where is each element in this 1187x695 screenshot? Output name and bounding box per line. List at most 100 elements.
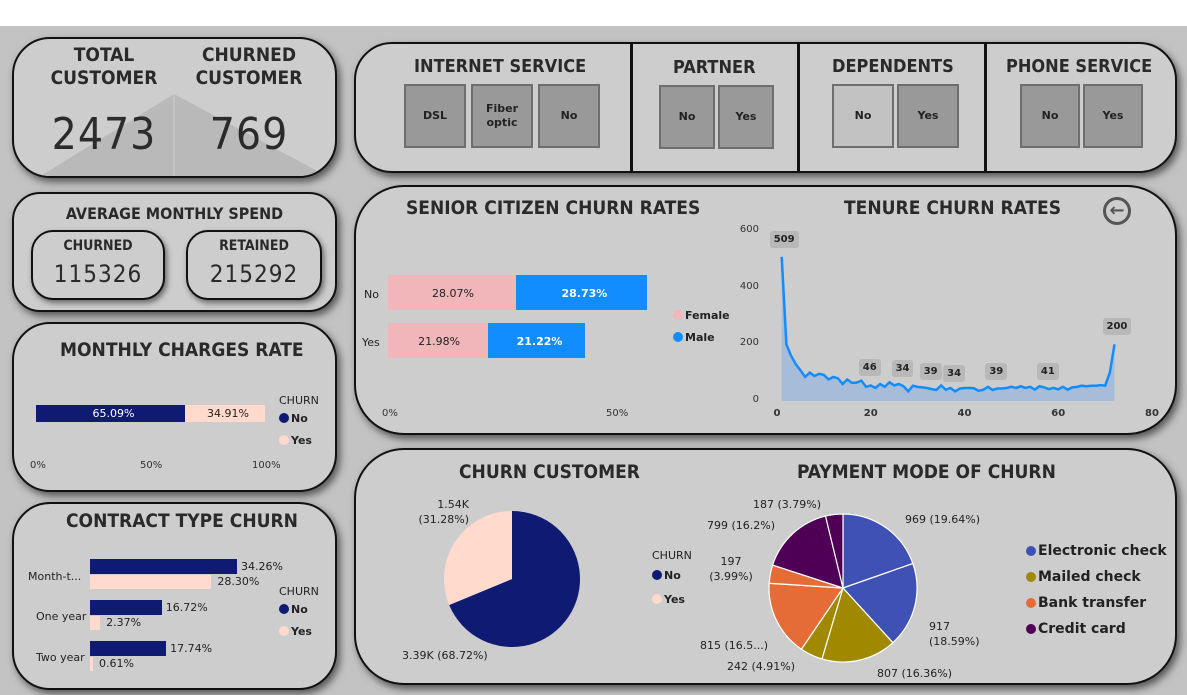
x-tick: 0 [773, 408, 781, 419]
y-tick: 600 [739, 224, 759, 235]
phone-service-title: PHONE SERVICE [1006, 56, 1153, 77]
retained-spend-card: RETAINED 215292 [186, 230, 322, 300]
slicer-internet-dsl[interactable]: DSL [404, 84, 466, 148]
slicer-dependents-no[interactable]: No [832, 84, 894, 148]
legend-dot-icon [673, 332, 683, 342]
data-label: 34.26% [240, 560, 283, 573]
legend-item-no[interactable]: No [652, 569, 681, 582]
tenure-data-label: 39 [985, 362, 1008, 380]
bar-male[interactable] [488, 323, 585, 358]
slicer-phone-no[interactable]: No [1020, 84, 1080, 148]
payment-slice[interactable] [821, 586, 894, 663]
tenure-title: TENURE CHURN RATES [844, 197, 1062, 219]
x-tick: 20 [863, 408, 878, 419]
pie-label: 197 (3.99%) [709, 555, 753, 583]
slicer-partner-yes[interactable]: Yes [718, 85, 774, 149]
tenure-data-label: 41 [1036, 363, 1059, 381]
churned-spend-card: CHURNED 115326 [31, 230, 165, 300]
legend-dot-icon [279, 413, 289, 423]
pie-label: 815 (16.5...) [700, 639, 769, 652]
slicer-internet-no[interactable]: No [538, 84, 600, 148]
legend-item-male[interactable]: Male [673, 331, 715, 344]
dependents-title: DEPENDENTS [832, 56, 954, 77]
legend-title: CHURN [279, 585, 319, 598]
legend-dot-icon [1026, 624, 1036, 634]
monthly-charges-title: MONTHLY CHARGES RATE [60, 339, 304, 361]
senior-citizen-title: SENIOR CITIZEN CHURN RATES [406, 197, 701, 219]
churn-slice[interactable] [449, 511, 581, 648]
avg-spend-title: AVERAGE MONTHLY SPEND [65, 204, 284, 223]
legend-electronic-check[interactable]: Electronic check [1026, 543, 1167, 559]
slicer-phone-yes[interactable]: Yes [1083, 84, 1143, 148]
churned-spend-label: CHURNED [63, 238, 133, 254]
data-label: 17.74% [170, 642, 213, 655]
legend-mailed-check[interactable]: Mailed check [1026, 569, 1141, 585]
monthly-charges-bar-yes[interactable] [185, 405, 265, 422]
data-label: 0.61% [99, 657, 134, 670]
pie-label-yes: 1.54K (31.28%) [418, 498, 469, 526]
divider [797, 43, 800, 172]
y-tick: 400 [739, 280, 759, 292]
bar-no[interactable] [90, 600, 162, 615]
legend-credit-card[interactable]: Credit card [1026, 621, 1126, 637]
tenure-data-label: 46 [858, 359, 881, 377]
churn-legend-title: CHURN [652, 549, 692, 562]
monthly-charges-bar-no[interactable] [36, 405, 186, 422]
pie-label-no: 3.39K (68.72%) [402, 649, 488, 662]
slicer-internet-fiber[interactable]: Fiber optic [471, 84, 533, 148]
bar-no[interactable] [90, 641, 167, 656]
pie-label: 807 (16.36%) [877, 667, 953, 680]
payment-slice[interactable] [824, 513, 844, 589]
slicer-partner-no[interactable]: No [659, 85, 715, 149]
y-tick: 200 [739, 337, 759, 349]
bar-yes[interactable] [90, 657, 93, 671]
category-label: One year [36, 610, 87, 623]
data-label: 2.37% [106, 616, 142, 629]
x-tick: 0% [382, 408, 398, 419]
payment-slice[interactable] [841, 562, 918, 644]
total-customer-value: 2473 [51, 109, 157, 160]
data-label: 21.98% [418, 335, 461, 348]
category-label: Two year [36, 651, 85, 664]
pie-label: 917 (18.59%) [929, 620, 980, 648]
slicer-dependents-yes[interactable]: Yes [897, 84, 959, 148]
pie-label: 969 (19.64%) [905, 513, 981, 526]
legend-bank-transfer[interactable]: Bank transfer [1026, 595, 1146, 611]
category-label: No [364, 288, 379, 301]
bar-no[interactable] [90, 559, 237, 574]
bar-male[interactable] [515, 275, 647, 310]
category-label: Month-t... [28, 570, 82, 583]
bar-yes[interactable] [90, 575, 212, 589]
tenure-line [780, 256, 1116, 394]
legend-item-female[interactable]: Female [673, 309, 730, 322]
legend-item-yes[interactable]: Yes [279, 434, 312, 447]
payment-slice[interactable] [768, 582, 845, 651]
payment-slice[interactable] [771, 515, 844, 589]
tenure-data-label: 39 [919, 363, 942, 381]
data-label: 28.73% [561, 287, 608, 300]
tenure-data-label: 200 [1102, 318, 1132, 336]
internet-service-title: INTERNET SERVICE [414, 56, 587, 77]
bar-female[interactable] [388, 275, 516, 310]
top-bar [0, 0, 1187, 26]
x-tick: 40 [957, 408, 972, 419]
legend-item-no[interactable]: No [279, 603, 308, 616]
partner-title: PARTNER [673, 57, 756, 78]
legend-item-yes[interactable]: Yes [279, 625, 312, 638]
data-label: 28.30% [217, 575, 260, 588]
kpi-card: TOTAL CUSTOMER CHURNED CUSTOMER 2473 769 [12, 37, 337, 178]
data-label: 16.72% [165, 601, 208, 614]
legend-item-yes[interactable]: Yes [652, 593, 685, 606]
legend-item-no[interactable]: No [279, 412, 308, 425]
x-tick: 50% [606, 408, 629, 419]
kpi-background-shape [40, 94, 327, 176]
bar-female[interactable] [388, 323, 489, 358]
churn-slice[interactable] [444, 511, 512, 605]
back-arrow-circle-icon[interactable]: ← [1103, 197, 1131, 225]
monthly-charges-label-yes: 34.91% [207, 407, 249, 420]
legend-dot-icon [279, 604, 289, 614]
bar-yes[interactable] [90, 616, 101, 630]
legend-title: CHURN [279, 394, 319, 407]
